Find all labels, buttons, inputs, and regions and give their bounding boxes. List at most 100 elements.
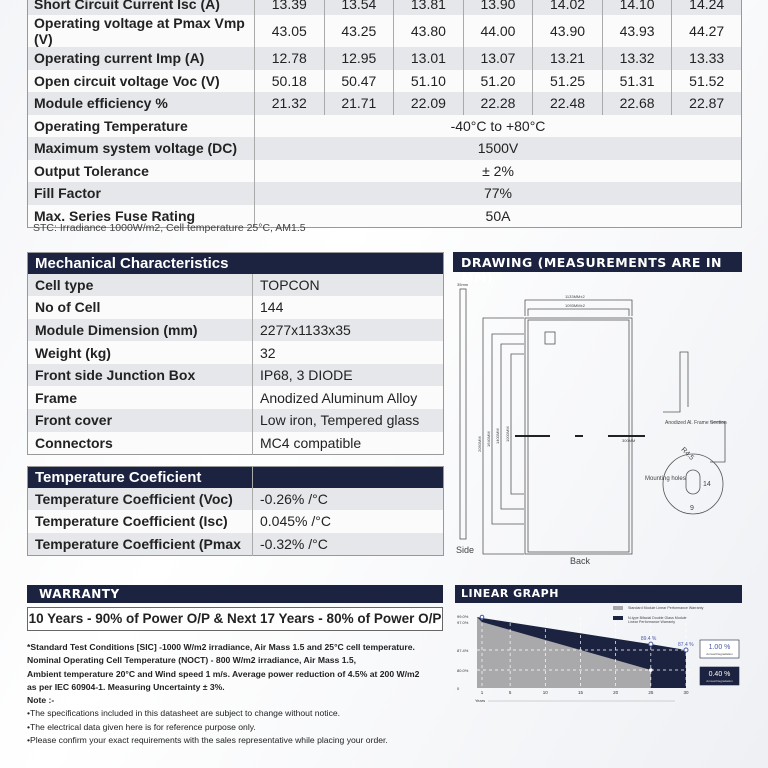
cell-value: 43.80 (393, 15, 464, 47)
data-label: 89.4 % (641, 636, 657, 642)
height-label: 1000MM (505, 426, 510, 442)
cell-value: 77% (254, 182, 742, 205)
cell-value: 13.01 (393, 47, 464, 70)
row-label: Module Dimension (mm) (27, 318, 253, 342)
cell-value: IP68, 3 DIODE (260, 367, 353, 384)
cell-value: 12.78 (254, 47, 325, 70)
drawing-title: DRAWING (MEASUREMENTS ARE IN MM) (453, 252, 742, 285)
row-label: Max. Series Fuse Rating (34, 207, 196, 224)
cell-value: 43.90 (532, 15, 603, 47)
legend-swatch (613, 616, 623, 620)
height-label: 2050MM (477, 436, 482, 452)
row-label: Temperature Coefficient (Isc) (27, 510, 253, 533)
cell-value: 51.10 (393, 69, 464, 92)
cell-value: -0.32% /°C (260, 535, 328, 552)
cell-value: 13.07 (462, 47, 533, 70)
mechanical-table: Mechanical Characteristics Cell type TOPCO… (27, 252, 444, 455)
cell-value: Anodized Aluminum Alloy (260, 389, 418, 406)
cell-value: 13.90 (462, 0, 533, 15)
note-line: •The electrical data given here is for r… (27, 721, 256, 732)
width-outer-label: 1133MM±2 (565, 294, 585, 299)
temperature-table: Temperature Coeficient Temperature Coeffi… (27, 466, 444, 556)
cell-value: 22.87 (671, 92, 742, 115)
row-label: Temperature Coefficient (Pmax (27, 532, 253, 556)
cell-value: 50.47 (323, 69, 394, 92)
note-line: *Standard Test Conditions [SIC] -1000 W/… (27, 642, 415, 652)
degradation-label: Annual Degradation (706, 679, 733, 683)
row-label: Cell type (27, 273, 253, 297)
row-label: Fill Factor (34, 185, 101, 202)
cell-value: 14.24 (671, 0, 742, 15)
cell-value: 13.81 (393, 0, 464, 15)
note-label: Note :- (27, 695, 55, 706)
width-inner-label: 1093MM±2 (565, 303, 586, 308)
table-row: Output Tolerance ± 2% (27, 159, 742, 182)
row-label: Temperature Coefficient (Voc) (27, 487, 253, 511)
row-label: Front cover (27, 409, 253, 432)
x-tick-label: 20 (613, 690, 619, 695)
row-label: Maximum system voltage (DC) (34, 140, 238, 157)
table-row: Weight (kg) 32 (27, 341, 444, 364)
cell-value: 43.25 (323, 15, 394, 47)
table-row: Front cover Low iron, Tempered glass (27, 409, 444, 432)
table-row: Open circuit voltage Voc (V) 50.18 50.47 51… (27, 69, 742, 92)
cell-value: 13.54 (323, 0, 394, 15)
row-label: Output Tolerance (34, 162, 149, 179)
cell-value: Low iron, Tempered glass (260, 412, 420, 429)
x-axis-label: Years (475, 698, 485, 703)
note-line: Nominal Operating Cell Temperature (NOCT… (27, 655, 357, 666)
cell-value: 32 (260, 344, 276, 361)
note-line: •The specifications included in this dat… (27, 708, 341, 719)
table-row: Temperature Coefficient (Isc) 0.045% /°C (27, 510, 444, 533)
table-row: Module Dimension (mm) 2277x1133x35 (27, 318, 444, 342)
table-row: Cell type TOPCON (27, 273, 444, 297)
hole-height-label: 14 (703, 481, 711, 488)
table-row: Front side Junction Box IP68, 3 DIODE (27, 363, 444, 387)
data-point (648, 641, 654, 647)
legend-label: Linear Performance Warranty (628, 620, 675, 624)
side-width-label: 35mm (457, 282, 469, 287)
table-row: Operating voltage at Pmax Vmp (V) 43.05 43… (27, 15, 742, 47)
cell-value: 21.32 (254, 92, 325, 115)
note-line: •Please confirm your exact requirements … (27, 735, 388, 746)
module-drawing: 35mm 1133MM±2 1093MM±2 2050MM 1640MM 140… (456, 282, 727, 566)
temperature-title: Temperature Coeficient (27, 466, 253, 488)
row-label: Front side Junction Box (27, 363, 253, 387)
cell-value: 22.68 (601, 92, 672, 115)
cell-value: 51.25 (532, 69, 603, 92)
row-label: Short Circuit Current Isc (A) (34, 0, 220, 12)
graph-title: LINEAR GRAPH (455, 585, 742, 603)
cell-value: 51.31 (601, 69, 672, 92)
table-row: Temperature Coefficient (Pmax -0.32% /°C (27, 532, 444, 556)
degradation-box (699, 666, 740, 686)
data-label: 87.4 % (678, 642, 694, 648)
table-row: Frame Anodized Aluminum Alloy (27, 386, 444, 410)
row-label: Connectors (27, 431, 253, 455)
cell-value: ± 2% (254, 159, 742, 182)
data-point (683, 647, 689, 653)
degradation-value: 1.00 % (709, 644, 731, 651)
side-label: Side (456, 545, 474, 555)
cell-value: 50.18 (254, 69, 325, 92)
cell-value: MC4 compatible (260, 434, 362, 451)
mounting-label: Mounting holes (645, 476, 686, 482)
cell-value: 43.93 (601, 15, 672, 47)
back-label: Back (570, 556, 591, 566)
electrical-table: Short Circuit Current Isc (A) 13.39 13.54 1… (27, 0, 742, 228)
cell-value: TOPCON (260, 276, 320, 293)
cell-value: 22.28 (462, 92, 533, 115)
height-label: 1640MM (486, 431, 491, 447)
row-label: Module efficiency % (34, 95, 168, 112)
mechanical-title: Mechanical Characteristics (27, 252, 444, 274)
x-tick-label: 5 (509, 690, 512, 695)
height-label: 1400MM (495, 428, 500, 444)
table-row: Temperature Coefficient (Voc) -0.26% /°C (27, 487, 444, 511)
x-tick-label: 25 (648, 690, 654, 695)
cell-value: 21.71 (323, 92, 394, 115)
stc-note: STC: Irradiance 1000W/m2, Cell temperatu… (33, 222, 306, 234)
degradation-box (699, 639, 740, 659)
cell-value: 44.00 (462, 15, 533, 47)
cell-value: 1500V (254, 137, 742, 160)
cell-value: 51.52 (671, 69, 742, 92)
table-row: Max. Series Fuse Rating 50A (27, 204, 742, 227)
